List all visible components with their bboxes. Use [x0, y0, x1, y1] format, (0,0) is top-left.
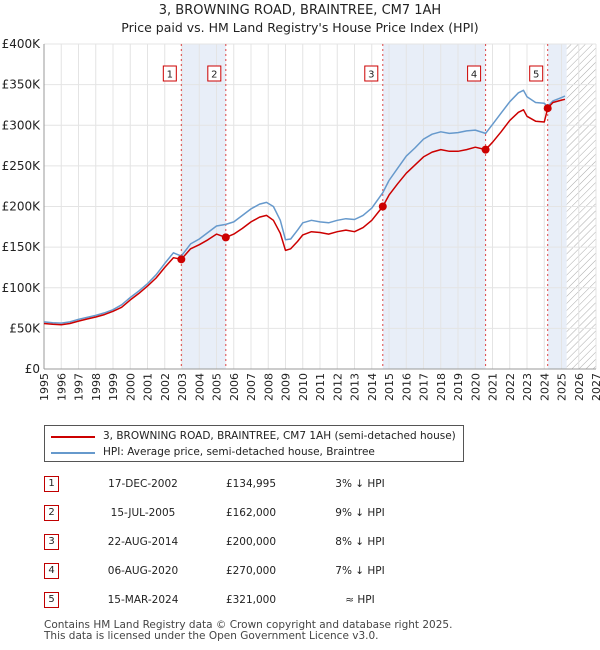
chart-title: 3, BROWNING ROAD, BRAINTREE, CM7 1AH	[158, 3, 442, 18]
sale-date: 15-JUL-2005	[110, 506, 176, 519]
sale-number-box	[529, 65, 544, 82]
y-tick-label: £0	[25, 362, 40, 376]
x-tick-label: 2020	[469, 373, 482, 401]
sale-date: 17-DEC-2002	[108, 477, 178, 490]
sale-number-badge: 3	[44, 533, 59, 550]
sale-point	[481, 145, 490, 154]
x-tick-label: 2025	[556, 373, 569, 401]
legend-label-property: 3, BROWNING ROAD, BRAINTREE, CM7 1AH (se…	[103, 430, 456, 442]
table-row: 4 06-AUG-2020 £270,000 7% ↓ HPI	[44, 557, 420, 586]
legend-swatch-hpi	[51, 452, 95, 454]
sale-price: £200,000	[225, 535, 277, 548]
x-tick-label: 2024	[538, 373, 551, 401]
x-tick-label: 2014	[366, 373, 379, 401]
sale-date: 22-AUG-2014	[107, 535, 179, 548]
x-tick-label: 1999	[107, 373, 120, 401]
x-tick-label: 2001	[142, 373, 155, 401]
sale-number-badge: 2	[44, 504, 59, 521]
x-tick-label: 2027	[590, 373, 600, 401]
x-tick-label: 1995	[38, 373, 51, 401]
x-tick-label: 2000	[124, 373, 137, 401]
x-tick-label: 2012	[331, 373, 344, 401]
chart-legend: 3, BROWNING ROAD, BRAINTREE, CM7 1AH (se…	[44, 425, 464, 462]
sale-price: £321,000	[225, 594, 277, 607]
hpi-series-line	[43, 89, 566, 324]
table-row: 5 15-MAR-2024 £321,000 ≈ HPI	[44, 586, 420, 615]
sale-number-badge: 1	[44, 475, 59, 492]
table-row: 1 17-DEC-2002 £134,995 3% ↓ HPI	[44, 469, 420, 498]
x-tick-label: 2003	[176, 373, 189, 401]
table-row: 3 22-AUG-2014 £200,000 8% ↓ HPI	[44, 527, 420, 556]
legend-swatch-property	[51, 436, 95, 438]
x-tick-label: 2010	[297, 373, 310, 401]
x-tick-label: 2017	[418, 373, 431, 401]
sale-point	[221, 233, 230, 242]
property-series-line	[43, 98, 566, 326]
table-row: 2 15-JUL-2005 £162,000 9% ↓ HPI	[44, 498, 420, 527]
x-tick-label: 1996	[55, 373, 68, 401]
x-tick-label: 2008	[262, 373, 275, 401]
sale-number-label: 1	[167, 70, 173, 81]
footer-line-1: Contains HM Land Registry data © Crown c…	[44, 619, 453, 631]
sale-number-badge: 4	[44, 563, 59, 580]
sale-number-badge: 5	[44, 592, 59, 609]
sale-number-label: 3	[368, 70, 374, 81]
sale-number-box	[467, 65, 482, 82]
x-tick-label: 2005	[211, 373, 224, 401]
x-tick-label: 2026	[573, 373, 586, 401]
legend-item-hpi: HPI: Average price, semi-detached house,…	[45, 445, 463, 459]
price-chart: £0 £50K £100K £150K £200K £250K £300K £350K £400…	[2, 37, 600, 401]
sale-price: £162,000	[225, 506, 277, 519]
x-tick-label: 2004	[193, 373, 206, 401]
y-tick-label: £300K	[2, 118, 42, 132]
y-tick-label: £400K	[2, 37, 42, 51]
sale-point	[378, 202, 387, 211]
x-tick-label: 2018	[435, 373, 448, 401]
sale-number-label: 4	[471, 70, 477, 81]
x-tick-label: 1998	[90, 373, 103, 401]
sale-point	[177, 255, 186, 264]
sale-hpi-comparison: 8% ↓ HPI	[335, 535, 385, 548]
sale-price: £134,995	[225, 477, 277, 490]
sale-hpi-comparison: 3% ↓ HPI	[335, 477, 385, 490]
sale-price: £270,000	[225, 565, 277, 578]
y-tick-label: £250K	[2, 159, 42, 173]
transactions-table: 1 17-DEC-2002 £134,995 3% ↓ HPI 2 15-JUL…	[44, 469, 420, 615]
sale-number-box	[207, 65, 222, 82]
legend-item-property: 3, BROWNING ROAD, BRAINTREE, CM7 1AH (se…	[45, 429, 463, 443]
x-tick-label: 2011	[314, 373, 327, 401]
y-tick-label: £150K	[2, 240, 42, 254]
sale-hpi-comparison: 9% ↓ HPI	[335, 506, 385, 519]
y-tick-label: £350K	[2, 78, 42, 92]
x-tick-label: 2021	[487, 373, 500, 401]
sale-number-box	[364, 65, 379, 82]
sale-number-label: 2	[211, 70, 217, 81]
x-tick-label: 1997	[73, 373, 86, 401]
y-tick-label: £100K	[2, 281, 42, 295]
x-tick-label: 2019	[452, 373, 465, 401]
sale-point	[543, 104, 552, 113]
x-tick-label: 2009	[280, 373, 293, 401]
x-tick-label: 2013	[349, 373, 362, 401]
y-tick-label: £50K	[9, 321, 41, 335]
chart-subtitle: Price paid vs. HM Land Registry's House …	[121, 20, 479, 35]
sale-date: 06-AUG-2020	[107, 565, 179, 578]
x-tick-label: 2007	[245, 373, 258, 401]
sale-hpi-comparison: ≈ HPI	[345, 594, 375, 607]
copyright-footer: Contains HM Land Registry data © Crown c…	[44, 620, 452, 642]
legend-label-hpi: HPI: Average price, semi-detached house,…	[103, 446, 375, 458]
sale-number-box	[162, 65, 177, 82]
x-tick-label: 2006	[228, 373, 241, 401]
footer-line-2: This data is licensed under the Open Gov…	[44, 630, 379, 642]
sale-hpi-comparison: 7% ↓ HPI	[335, 565, 385, 578]
x-tick-label: 2015	[383, 373, 396, 401]
x-tick-label: 2023	[521, 373, 534, 401]
x-tick-label: 2002	[159, 373, 172, 401]
y-tick-label: £200K	[2, 200, 42, 214]
x-tick-label: 2022	[504, 373, 517, 401]
sale-date: 15-MAR-2024	[107, 594, 179, 607]
x-tick-label: 2016	[400, 373, 413, 401]
sale-number-label: 5	[533, 70, 539, 81]
